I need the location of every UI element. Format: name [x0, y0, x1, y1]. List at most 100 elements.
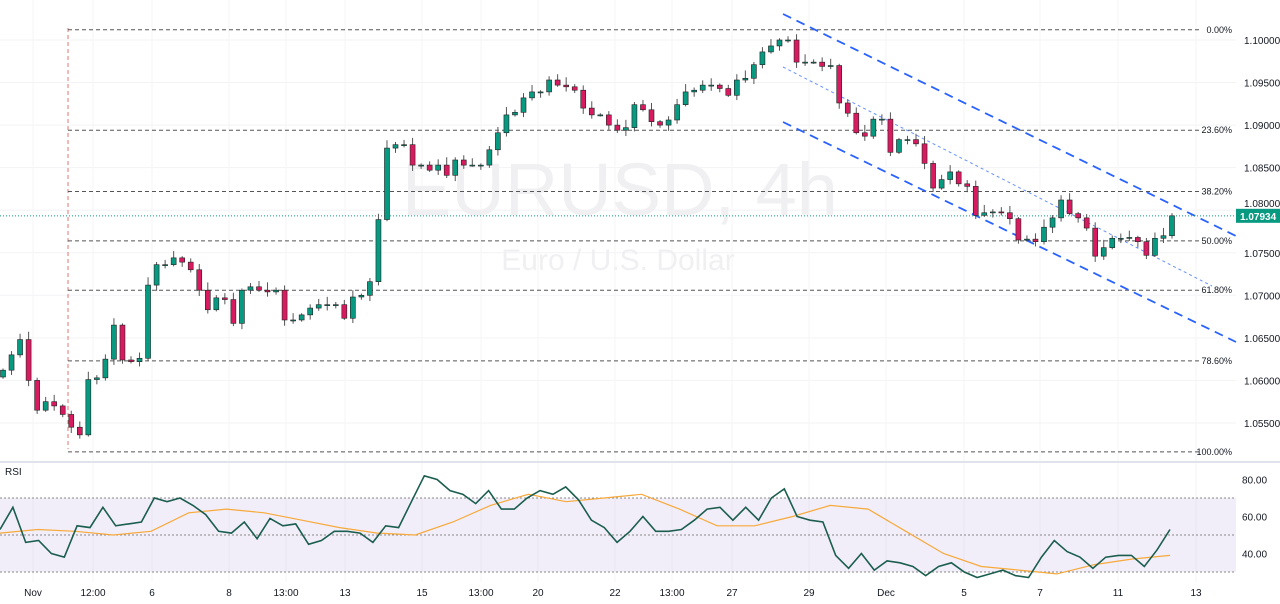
- candle-down: [640, 104, 646, 111]
- candle-up: [1058, 199, 1064, 219]
- candle-up: [367, 281, 373, 296]
- candle-up: [136, 357, 143, 362]
- candle-down: [563, 84, 569, 88]
- candle-up: [358, 294, 365, 298]
- last-price-label: 1.07934: [1240, 212, 1277, 223]
- candle-up: [896, 139, 902, 153]
- candle-up: [332, 304, 339, 306]
- price-tick-label: 1.06500: [1244, 334, 1280, 345]
- candle-up: [273, 289, 279, 293]
- candle-up: [1118, 237, 1124, 240]
- price-tick-label: 1.08000: [1244, 199, 1280, 210]
- candle-up: [682, 91, 689, 105]
- candle-up: [990, 211, 996, 214]
- description-watermark: Euro / U.S. Dollar: [501, 244, 734, 277]
- price-axis[interactable]: 1.10000 1.09500 1.09000 1.08500 1.08000 1.075…: [1236, 36, 1280, 430]
- watermark: EURUSD, 4h Euro / U.S. Dollar: [402, 148, 838, 277]
- candle-up: [751, 64, 757, 79]
- candle-up: [392, 144, 399, 149]
- time-tick-label: 29: [803, 588, 815, 599]
- price-tick-label: 1.06000: [1244, 376, 1280, 387]
- channel-upper-line: [782, 13, 1237, 237]
- candle-up: [708, 84, 715, 87]
- candle-down: [972, 186, 979, 216]
- candle-down: [554, 79, 561, 86]
- candle-down: [853, 112, 860, 134]
- candle-up: [512, 112, 518, 116]
- candle-down: [34, 380, 40, 411]
- symbol-watermark: EURUSD, 4h: [402, 148, 838, 231]
- candle-up: [85, 379, 92, 436]
- candle-up: [1169, 215, 1175, 237]
- candle-up: [785, 39, 791, 42]
- candle-up: [665, 119, 672, 126]
- candle-up: [17, 339, 23, 356]
- time-tick-label: 27: [726, 588, 738, 599]
- candle-up: [495, 132, 501, 151]
- candle-down: [716, 84, 723, 89]
- candle-down: [836, 65, 843, 104]
- candle-up: [938, 179, 945, 189]
- candle-down: [793, 39, 800, 63]
- fib-level-label: 50.00%: [1201, 236, 1232, 246]
- candle-down: [1015, 218, 1022, 241]
- price-tick-label: 1.07500: [1244, 249, 1280, 260]
- candle-up: [879, 118, 885, 121]
- candle-up: [1109, 237, 1116, 248]
- candle-down: [930, 163, 936, 189]
- rsi-tick-label: 80.00: [1242, 476, 1267, 487]
- price-tick-label: 1.09000: [1244, 121, 1280, 132]
- candle-down: [913, 139, 919, 145]
- candle-down: [1032, 238, 1039, 242]
- time-tick-label: 11: [1113, 588, 1124, 599]
- candles: [0, 34, 1175, 439]
- candle-down: [998, 211, 1005, 214]
- candle-down: [128, 359, 134, 362]
- candle-up: [768, 45, 774, 53]
- time-tick-label: 12:00: [80, 588, 105, 599]
- channel-lower-line: [782, 121, 1237, 343]
- candle-down: [443, 164, 450, 176]
- candle-up: [94, 377, 100, 380]
- fibonacci-retracement[interactable]: 0.00% 23.60% 38.20% 50.00% 61.80% 78.60% 100.0…: [67, 25, 1232, 457]
- candle-up: [1049, 217, 1056, 228]
- candle-down: [1007, 212, 1013, 220]
- candle-up: [759, 51, 766, 65]
- candle-up: [546, 79, 552, 93]
- candle-down: [862, 132, 868, 137]
- channel-middle-line: [782, 66, 1213, 287]
- candle-up: [298, 314, 305, 321]
- fib-level-label: 61.80%: [1201, 285, 1232, 295]
- candle-down: [1083, 217, 1090, 229]
- candle-up: [529, 91, 535, 99]
- time-tick-label: 13:00: [659, 588, 684, 599]
- time-tick-label: 13:00: [468, 588, 493, 599]
- rsi-line: [0, 474, 1171, 579]
- candle-up: [870, 118, 877, 137]
- candle-down: [1143, 241, 1150, 256]
- time-tick-label: Nov: [24, 588, 42, 599]
- candle-down: [819, 61, 825, 67]
- candle-up: [810, 61, 817, 64]
- candle-down: [230, 299, 237, 324]
- candle-down: [844, 102, 851, 114]
- time-axis[interactable]: Nov 12:00 6 8 13:00 13 15 13:00 20 22 13:00 27 29 Dec…: [24, 588, 1202, 599]
- time-tick-label: Dec: [877, 588, 895, 599]
- candle-up: [699, 84, 706, 91]
- candle-up: [469, 164, 476, 167]
- regression-channel[interactable]: [0, 13, 1237, 343]
- candle-up: [418, 164, 424, 167]
- candle-down: [648, 109, 655, 122]
- candle-up: [947, 171, 953, 180]
- price-tick-label: 1.09500: [1244, 79, 1280, 90]
- candle-up: [42, 401, 49, 411]
- candle-up: [247, 286, 254, 291]
- candle-up: [537, 91, 544, 94]
- candle-up: [324, 304, 331, 306]
- candle-down: [256, 286, 262, 291]
- candle-down: [580, 89, 587, 109]
- price-tick-label: 1.08500: [1244, 164, 1280, 175]
- candle-down: [76, 426, 83, 436]
- candle-down: [614, 124, 621, 131]
